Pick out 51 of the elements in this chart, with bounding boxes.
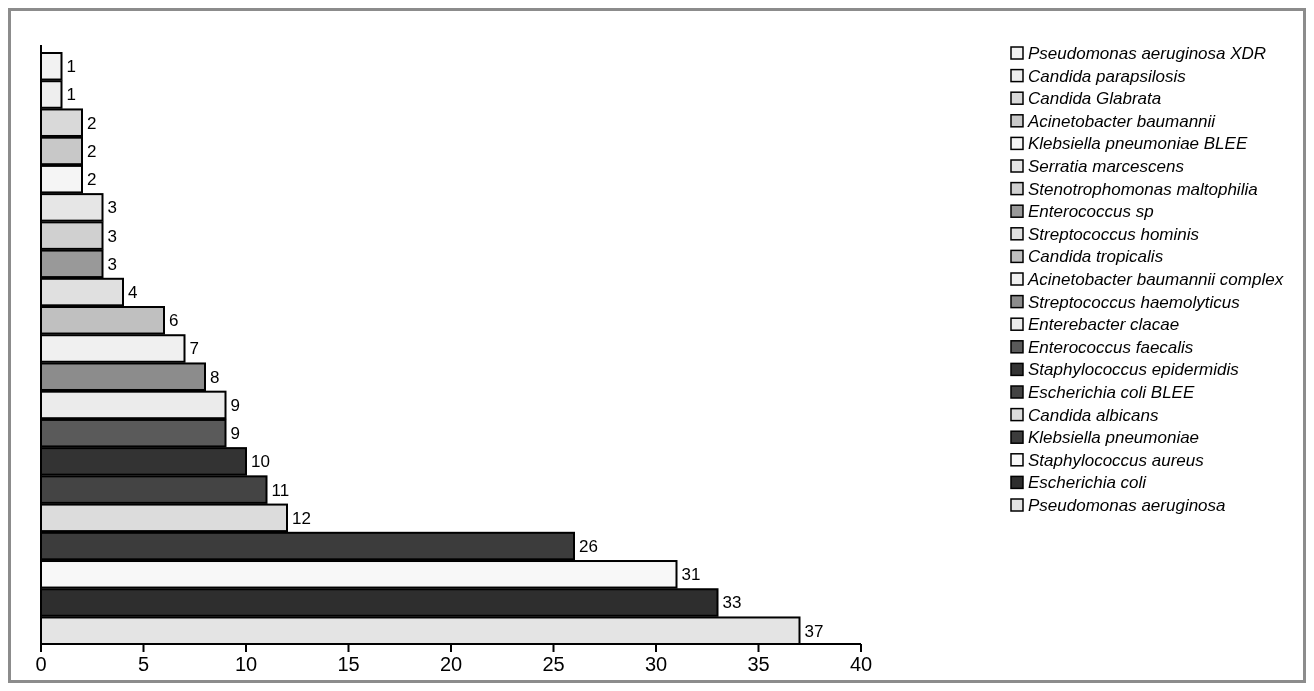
legend-label: Streptococcus haemolyticus xyxy=(1028,292,1241,312)
x-tick-label: 35 xyxy=(747,653,770,675)
legend-label: Candida tropicalis xyxy=(1028,247,1164,267)
legend-label: Stenotrophomonas maltophilia xyxy=(1028,179,1258,199)
data-label: 8 xyxy=(210,367,220,387)
data-label: 2 xyxy=(87,170,97,190)
x-tick-label: 15 xyxy=(337,653,360,675)
data-label: 1 xyxy=(66,57,76,77)
x-tick-label: 0 xyxy=(35,653,47,675)
x-tick-label: 5 xyxy=(137,653,150,675)
legend-label: Enterebacter clacae xyxy=(1028,315,1180,335)
legend-label: Pseudomonas aeruginosa XDR xyxy=(1028,43,1267,63)
legend-label: Escherichia coli xyxy=(1028,473,1148,493)
data-label: 3 xyxy=(107,254,117,274)
data-label: 1 xyxy=(66,85,76,105)
legend-label: Escherichia coli BLEE xyxy=(1028,382,1195,402)
legend-label: Candida albicans xyxy=(1028,405,1159,425)
data-label: 3 xyxy=(107,226,117,246)
x-tick-label: 25 xyxy=(542,653,565,675)
data-label: 2 xyxy=(87,141,97,161)
data-label: 26 xyxy=(579,537,598,557)
legend-label: Candida Glabrata xyxy=(1028,89,1162,109)
x-tick-label: 10 xyxy=(234,653,258,675)
legend-label: Acinetobacter baumannii xyxy=(1027,111,1217,131)
data-label: 37 xyxy=(804,621,824,641)
data-label: 9 xyxy=(230,395,240,415)
x-tick-label: 40 xyxy=(849,653,873,675)
data-label: 7 xyxy=(189,339,199,359)
legend-label: Klebsiella pneumoniae xyxy=(1028,428,1200,448)
legend-label: Klebsiella pneumoniae BLEE xyxy=(1028,134,1248,154)
data-label: 31 xyxy=(681,565,701,585)
data-label: 11 xyxy=(271,480,290,500)
x-tick-label: 20 xyxy=(439,653,463,675)
data-label: 12 xyxy=(292,508,311,528)
legend-label: Pseudomonas aeruginosa xyxy=(1028,495,1226,515)
data-label: 4 xyxy=(128,283,138,302)
data-label: 3 xyxy=(107,198,117,218)
legend-label: Candida parapsilosis xyxy=(1028,66,1187,86)
legend-label: Streptococcus hominis xyxy=(1028,224,1200,244)
data-label: 10 xyxy=(251,452,270,472)
legend-label: Staphylococcus aureus xyxy=(1028,450,1205,470)
data-label: 6 xyxy=(169,311,179,331)
legend-label: Enterococcus sp xyxy=(1028,202,1154,222)
legend-label: Staphylococcus epidermidis xyxy=(1028,360,1240,380)
x-tick-label: 30 xyxy=(644,653,668,675)
data-label: 9 xyxy=(230,424,240,444)
legend-label: Enterococcus faecalis xyxy=(1028,337,1194,357)
data-label: 33 xyxy=(722,593,742,613)
legend-label: Acinetobacter baumannii complex xyxy=(1027,269,1284,289)
data-label: 2 xyxy=(87,113,97,133)
legend-label: Serratia marcescens xyxy=(1028,156,1185,176)
